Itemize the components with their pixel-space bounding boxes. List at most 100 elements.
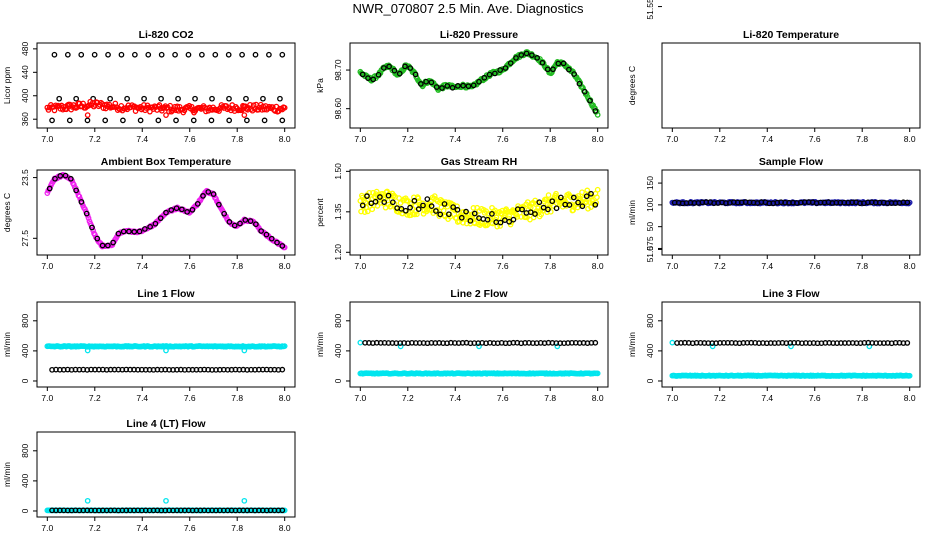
y-tick-label: 51.575 (645, 236, 655, 262)
data-point (142, 226, 148, 232)
data-point (364, 208, 371, 215)
data-point (893, 275, 897, 279)
data-point (786, 228, 790, 232)
y-tick-label: 800 (20, 443, 30, 457)
data-point (450, 204, 457, 210)
data-point (583, 198, 590, 205)
data-point (789, 233, 793, 237)
x-tick-label: 7.4 (761, 134, 773, 144)
data-point (702, 214, 706, 218)
x-tick-label: 7.6 (184, 261, 196, 271)
data-point (91, 51, 98, 58)
data-point (241, 497, 248, 504)
data-point (237, 220, 243, 227)
data-point (380, 65, 387, 71)
data-point (790, 230, 794, 234)
y-tick-label: 400 (645, 344, 655, 358)
plot-area (44, 497, 288, 514)
panel-title: Li-820 Pressure (440, 29, 518, 41)
data-point (746, 283, 750, 287)
data-point (720, 247, 724, 251)
x-tick-label: 7.4 (761, 261, 773, 271)
data-point (545, 206, 551, 213)
data-point (833, 188, 837, 192)
data-point (866, 256, 870, 260)
data-point (692, 212, 696, 216)
data-point (793, 218, 797, 222)
data-point (260, 103, 267, 110)
data-point (175, 95, 181, 102)
plot-frame (661, 169, 921, 256)
data-point (424, 196, 431, 202)
data-point (673, 240, 677, 244)
data-point (241, 112, 248, 118)
data-point (824, 171, 828, 175)
data-point (672, 230, 676, 234)
data-point (486, 71, 493, 78)
series-outliers-mid (56, 95, 283, 102)
data-point (718, 252, 722, 256)
x-tick-label: 7.4 (449, 261, 461, 271)
data-point (680, 234, 684, 238)
data-point (829, 178, 833, 182)
data-point (811, 208, 815, 212)
x-tick-label: 8.0 (592, 393, 604, 403)
data-point (66, 117, 73, 124)
data-point (819, 181, 823, 185)
plot-area (357, 186, 601, 230)
data-point (789, 216, 793, 220)
data-point (897, 276, 901, 280)
data-point (441, 201, 448, 207)
data-point (576, 80, 583, 87)
data-point (583, 193, 590, 200)
data-point (907, 289, 911, 293)
data-point (706, 212, 710, 216)
data-point (713, 239, 717, 243)
data-point (514, 214, 521, 220)
panel-licor_temp: Li-820 Temperature degrees C 7.0 7.2 7.4 7.6 7… (627, 0, 921, 293)
data-point (800, 209, 804, 213)
series-pressure-2min (359, 50, 599, 114)
data-point (714, 254, 718, 258)
data-point (163, 497, 169, 504)
data-point (709, 228, 713, 232)
data-point (743, 266, 747, 270)
data-point (788, 343, 794, 350)
data-point (701, 208, 705, 212)
data-point (808, 213, 812, 217)
series-outliers-high (51, 51, 286, 58)
data-point (554, 343, 561, 350)
data-point (674, 222, 678, 226)
data-point (829, 184, 833, 188)
data-point (783, 209, 787, 213)
data-point (685, 207, 689, 211)
data-point (194, 201, 201, 207)
data-point (828, 178, 832, 182)
data-point (163, 209, 169, 216)
data-point (402, 207, 409, 214)
data-point (843, 194, 847, 198)
data-point (875, 252, 879, 256)
data-point (279, 51, 286, 58)
data-point (742, 269, 746, 273)
data-point (779, 221, 783, 225)
data-point (57, 173, 64, 179)
data-point (694, 216, 698, 220)
x-tick-label: 8.0 (279, 261, 291, 271)
x-tick-label: 8.0 (904, 261, 916, 271)
data-point (710, 225, 714, 229)
data-point (805, 218, 809, 222)
data-point (838, 209, 842, 213)
x-tick-label: 7.6 (809, 393, 821, 403)
data-point (720, 248, 724, 252)
x-tick-label: 7.6 (497, 261, 509, 271)
panel-box_temp: Ambient Box Temperature degrees C 7.0 7.2 7.… (2, 156, 296, 271)
data-point (710, 226, 714, 230)
data-point (385, 192, 392, 199)
data-point (707, 235, 711, 239)
data-point (880, 256, 884, 260)
data-point (888, 249, 892, 253)
data-point (755, 257, 759, 261)
data-point (152, 220, 159, 227)
y-tick-label: 400 (20, 344, 30, 358)
